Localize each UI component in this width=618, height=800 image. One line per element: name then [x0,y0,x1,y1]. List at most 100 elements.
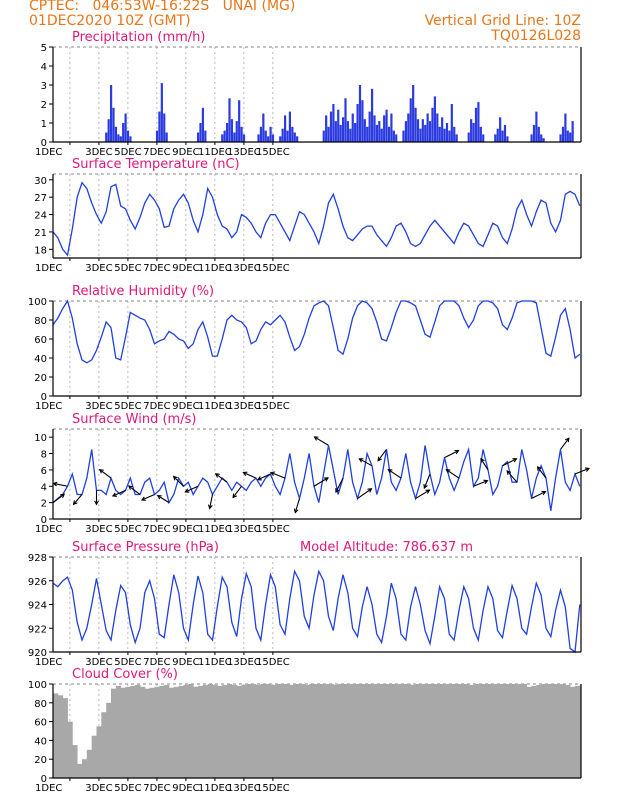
precip-bar [370,88,374,142]
wind-arrow [52,481,68,487]
wind-arrow-head [156,495,162,500]
wind-arrow [574,467,591,475]
cloud-bar [478,684,484,778]
y-tick-label: 100 [28,297,47,308]
precip-bar [392,130,395,142]
x-tick-label: 1DEC [35,401,62,412]
wind-title: Surface Wind (m/s) [72,412,196,427]
precip-bar [501,130,504,142]
cloud-bar [212,684,218,778]
wind-arrow-shaft [294,498,301,513]
wind-arrow [444,449,460,459]
cloud-bar [251,684,257,778]
wind-arrow-head [269,471,276,476]
x-tick-label: 7DEC [143,401,170,412]
wind-arrow-head [140,496,146,501]
wind-arrow-head [512,458,518,463]
wind-arrow-shaft [531,491,546,500]
cloud-bar [434,684,441,778]
wind-arrow-head [445,469,451,474]
x-tick-label: 11DEC [198,783,232,794]
precip-bar [242,134,246,142]
wind-arrow-shaft [473,480,488,487]
x-tick-label: 13DEC [227,263,261,274]
wind-arrow-head [256,476,262,481]
cloud-bar [106,702,112,778]
y-tick-label: 4 [41,482,47,493]
precip-bar [428,121,432,142]
precip-bar [230,119,234,142]
wind-arrow [269,471,286,479]
wind-arrow-head [313,436,319,441]
cloud-bar [313,684,320,778]
wind-arrow [473,479,489,487]
cloud-bar [231,684,238,778]
y-tick-label: 3 [41,81,47,92]
cloud-bar [352,684,358,778]
precip-bar [383,115,386,142]
x-tick-label: 5DEC [114,524,141,535]
cloud-bar [323,684,329,778]
cloud-title: Cloud Cover (%) [72,667,178,682]
precip-bar [196,132,200,142]
cloud-bar [299,684,305,778]
cloud-bar [275,684,281,778]
x-tick-label: 1DEC [35,524,62,535]
precip-bar [395,134,398,142]
cloud-bar [410,684,416,778]
precip-bar [163,113,166,142]
y-tick-label: 0 [41,515,47,526]
precip-bar [286,130,289,142]
precip-bar [223,130,226,142]
wind-arrow-shaft [357,488,372,499]
rh-panel: 0 20 40 60 80 100 1DEC 3DEC 5DEC 7DEC 9DEC11DEC13D… [28,284,582,412]
cloud-bar [139,686,146,778]
wind-arrow [156,495,170,504]
cloud-bar [77,763,83,778]
wind-arrow-head [541,490,547,496]
wind-arrow [111,489,126,497]
wind-arrow-head [72,500,78,506]
cloud-bar [357,684,363,778]
y-tick-label: 6 [41,466,47,477]
cloud-bar [67,721,73,778]
wind-arrow-head [584,467,591,472]
x-tick-label: 3DEC [85,263,112,274]
wind-arrow-shaft [141,493,155,501]
wind-arrow-head [387,469,393,474]
wind-arrow-head [207,504,213,510]
x-tick-label: 11DEC [198,147,232,158]
precip-bar [530,134,533,142]
wind-arrow-head [242,471,248,477]
precip-bar [467,132,470,142]
x-tick-label: 15DEC [256,147,290,158]
precip-bar [114,126,118,142]
cloud-bar [53,693,59,778]
wind-arrow-head [94,500,99,506]
precip-bar [561,126,565,142]
wind-arrow-head [293,508,299,514]
precip-bar [322,130,325,142]
cloud-bar [386,684,392,778]
precip-bar [155,130,159,142]
cloud-bar [391,684,397,778]
cloud-bar [265,684,271,778]
cloud-bar [207,684,213,778]
wind-arrow-head [232,493,237,499]
precip-bar [327,126,330,142]
precip-bar [271,134,275,142]
cloud-bar [541,684,547,778]
rh-series-line [52,299,581,364]
wind-arrow-shaft [313,477,329,487]
precip-bar [436,113,439,142]
precip-bar [494,134,497,142]
pressure-series-line [52,569,581,654]
x-tick-label: 9DEC [172,147,199,158]
wind-arrow [94,490,99,506]
cloud-bar [400,684,407,778]
precip-bar [337,109,340,142]
precip-bar [358,85,362,142]
cloud-bar [415,684,421,778]
wind-arrow-shaft [243,471,257,479]
wind-arrow [72,494,83,506]
